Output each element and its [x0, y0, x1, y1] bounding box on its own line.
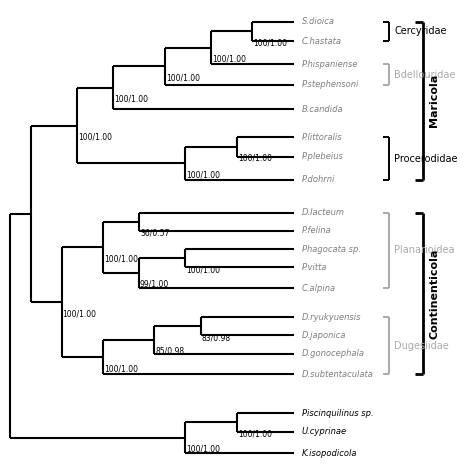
- Text: Phagocata sp.: Phagocata sp.: [301, 245, 361, 254]
- Text: Piscinquilinus sp.: Piscinquilinus sp.: [301, 409, 373, 418]
- Text: B.candida: B.candida: [301, 105, 343, 114]
- Text: 100/1.00: 100/1.00: [63, 309, 97, 318]
- Text: D.gonocephala: D.gonocephala: [301, 349, 365, 358]
- Text: C.alpina: C.alpina: [301, 283, 336, 292]
- Text: P.stephensoni: P.stephensoni: [301, 81, 359, 90]
- Text: 85/0.98: 85/0.98: [155, 347, 184, 356]
- Text: U.cyprinae: U.cyprinae: [301, 427, 346, 436]
- Text: 100/1.00: 100/1.00: [78, 132, 112, 141]
- Text: 100/1.00: 100/1.00: [186, 170, 220, 179]
- Text: P.vitta: P.vitta: [301, 263, 327, 272]
- Text: Procerodidae: Procerodidae: [394, 154, 458, 164]
- Text: K.isopodicola: K.isopodicola: [301, 449, 357, 458]
- Text: D.subtentaculata: D.subtentaculata: [301, 370, 374, 379]
- Text: Cercyridae: Cercyridae: [394, 27, 447, 36]
- Text: Dugesiidae: Dugesiidae: [394, 341, 449, 351]
- Text: S.dioica: S.dioica: [301, 17, 335, 26]
- Text: 100/1.00: 100/1.00: [166, 73, 200, 82]
- Text: 100/1.00: 100/1.00: [254, 38, 288, 47]
- Text: C.hastata: C.hastata: [301, 36, 341, 46]
- Text: Continenticola: Continenticola: [429, 248, 439, 339]
- Text: P.hispaniense: P.hispaniense: [301, 60, 358, 69]
- Text: 36/0.57: 36/0.57: [140, 228, 169, 237]
- Text: D.lacteum: D.lacteum: [301, 208, 345, 217]
- Text: D.ryukyuensis: D.ryukyuensis: [301, 313, 361, 322]
- Text: 83/0.98: 83/0.98: [202, 333, 231, 342]
- Text: 100/1.00: 100/1.00: [104, 254, 138, 263]
- Text: 100/1.00: 100/1.00: [114, 95, 148, 104]
- Text: 100/1.00: 100/1.00: [186, 265, 220, 274]
- Text: Bdellouridae: Bdellouridae: [394, 70, 456, 80]
- Text: 100/1.00: 100/1.00: [238, 154, 272, 163]
- Text: D.japonica: D.japonica: [301, 331, 346, 340]
- Text: 100/1.00: 100/1.00: [186, 445, 220, 454]
- Text: 100/1.00: 100/1.00: [238, 429, 272, 438]
- Text: 100/1.00: 100/1.00: [104, 364, 138, 373]
- Text: 100/1.00: 100/1.00: [212, 55, 246, 64]
- Text: 99/1.00: 99/1.00: [140, 280, 169, 289]
- Text: Maricola: Maricola: [429, 74, 439, 128]
- Text: Planarioidea: Planarioidea: [394, 246, 455, 255]
- Text: P.littoralis: P.littoralis: [301, 133, 342, 142]
- Text: P.dohrni: P.dohrni: [301, 175, 335, 184]
- Text: P.felina: P.felina: [301, 227, 331, 236]
- Text: P.plebeius: P.plebeius: [301, 152, 343, 161]
